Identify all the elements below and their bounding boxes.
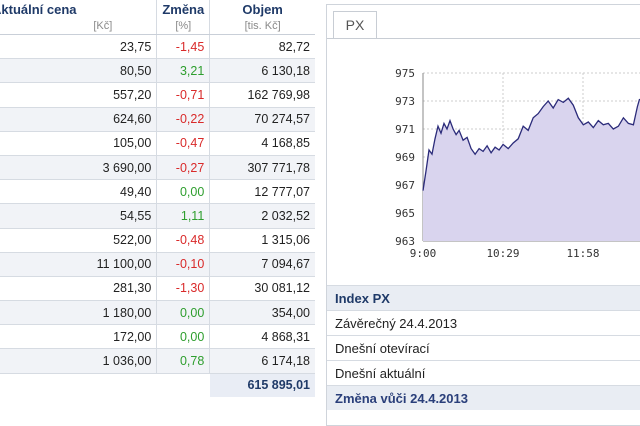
info-row: Dnešní otevírací bbox=[327, 335, 640, 361]
change-cell: -0,48 bbox=[156, 228, 211, 253]
table-row[interactable]: 522,00 -0,48 1 315,06 bbox=[0, 228, 315, 253]
change-unit: [%] bbox=[156, 18, 211, 35]
info-row: Dnešní aktuální bbox=[327, 360, 640, 386]
info-row-label: Závěrečný 24.4.2013 bbox=[327, 310, 640, 336]
change-cell: 0,78 bbox=[156, 348, 211, 374]
change-cell: 0,00 bbox=[156, 300, 211, 326]
total-volume: 615 895,01 bbox=[209, 373, 315, 397]
change-header[interactable]: Změna bbox=[156, 0, 211, 18]
volume-cell: 162 769,98 bbox=[209, 82, 315, 108]
table-row[interactable]: 80,50 3,21 6 130,18 bbox=[0, 58, 315, 84]
change-cell: -0,27 bbox=[156, 155, 211, 181]
price-cell: 1 180,00 bbox=[0, 300, 157, 326]
x-tick-label: 10:29 bbox=[486, 247, 519, 260]
table-row[interactable]: 11 100,00 -0,10 7 094,67 bbox=[0, 252, 315, 277]
total-row: 615 895,01 bbox=[0, 373, 315, 397]
change-cell: -0,10 bbox=[156, 252, 211, 277]
units-row: [Kč] [%] [tis. Kč] bbox=[0, 18, 315, 35]
change-cell: -0,71 bbox=[156, 82, 211, 108]
table-row[interactable]: 281,30 -1,30 30 081,12 bbox=[0, 276, 315, 302]
x-tick-label: 9:00 bbox=[410, 247, 437, 260]
table-row[interactable]: 624,60 -0,22 70 274,57 bbox=[0, 107, 315, 132]
price-cell: 80,50 bbox=[0, 58, 157, 84]
volume-cell: 30 081,12 bbox=[209, 276, 315, 302]
change-cell: 1,11 bbox=[156, 203, 211, 229]
volume-cell: 354,00 bbox=[209, 300, 315, 326]
volume-cell: 2 032,52 bbox=[209, 203, 315, 229]
table-row[interactable]: 23,75 -1,45 82,72 bbox=[0, 34, 315, 60]
price-cell: 23,75 bbox=[0, 34, 157, 60]
volume-cell: 6 174,18 bbox=[209, 348, 315, 374]
volume-cell: 307 771,78 bbox=[209, 155, 315, 181]
price-cell: 11 100,00 bbox=[0, 252, 157, 277]
change-cell: 3,21 bbox=[156, 58, 211, 84]
change-cell: -1,30 bbox=[156, 276, 211, 302]
info-title-row: Index PX bbox=[327, 285, 640, 311]
px-panel: PX 963 965 967 969 971 973 975 9:00 10:29 11:58 I… bbox=[326, 4, 640, 426]
volume-cell: 7 094,67 bbox=[209, 252, 315, 277]
price-unit: [Kč] bbox=[0, 18, 157, 35]
price-cell: 172,00 bbox=[0, 324, 157, 350]
total-spacer bbox=[0, 373, 157, 397]
change-cell: 0,00 bbox=[156, 324, 211, 350]
stock-table: Aktuální cena Změna Objem [Kč] [%] [tis.… bbox=[0, 0, 315, 397]
y-tick-label: 971 bbox=[395, 123, 415, 136]
volume-cell: 82,72 bbox=[209, 34, 315, 60]
table-row[interactable]: 54,55 1,11 2 032,52 bbox=[0, 203, 315, 229]
price-cell: 281,30 bbox=[0, 276, 157, 302]
change-cell: -1,45 bbox=[156, 34, 211, 60]
table-row[interactable]: 1 036,00 0,78 6 174,18 bbox=[0, 348, 315, 374]
series-area bbox=[423, 98, 640, 241]
info-change-row: Změna vůči 24.4.2013 bbox=[327, 385, 640, 410]
price-cell: 54,55 bbox=[0, 203, 157, 229]
y-tick-label: 967 bbox=[395, 179, 415, 192]
info-row-label: Dnešní aktuální bbox=[327, 360, 640, 386]
x-tick-label: 11:58 bbox=[566, 247, 599, 260]
series-line bbox=[422, 97, 640, 191]
y-tick-label: 975 bbox=[395, 67, 415, 80]
price-cell: 49,40 bbox=[0, 179, 157, 205]
tab-divider bbox=[327, 38, 640, 39]
volume-cell: 6 130,18 bbox=[209, 58, 315, 84]
table-row[interactable]: 557,20 -0,71 162 769,98 bbox=[0, 82, 315, 108]
px-chart: 963 965 967 969 971 973 975 9:00 10:29 11:58 bbox=[395, 67, 640, 260]
change-cell: -0,47 bbox=[156, 131, 211, 156]
price-cell: 1 036,00 bbox=[0, 348, 157, 374]
info-change-label: Změna vůči 24.4.2013 bbox=[327, 385, 640, 410]
info-row-label: Dnešní otevírací bbox=[327, 335, 640, 361]
price-header[interactable]: Aktuální cena bbox=[0, 1, 77, 17]
table-row[interactable]: 49,40 0,00 12 777,07 bbox=[0, 179, 315, 205]
volume-cell: 4 168,85 bbox=[209, 131, 315, 156]
price-cell: 624,60 bbox=[0, 107, 157, 132]
volume-cell: 12 777,07 bbox=[209, 179, 315, 205]
header-row: Aktuální cena Změna Objem bbox=[0, 0, 315, 18]
table-row[interactable]: 1 180,00 0,00 354,00 bbox=[0, 300, 315, 326]
price-cell: 105,00 bbox=[0, 131, 157, 156]
info-row: Závěrečný 24.4.2013 bbox=[327, 310, 640, 336]
price-cell: 522,00 bbox=[0, 228, 157, 253]
table-row[interactable]: 172,00 0,00 4 868,31 bbox=[0, 324, 315, 350]
price-cell: 557,20 bbox=[0, 82, 157, 108]
y-tick-label: 969 bbox=[395, 151, 415, 164]
change-cell: 0,00 bbox=[156, 179, 211, 205]
y-tick-label: 963 bbox=[395, 235, 415, 248]
price-cell: 3 690,00 bbox=[0, 155, 157, 181]
volume-cell: 1 315,06 bbox=[209, 228, 315, 253]
index-info-table: Index PX Závěrečný 24.4.2013 Dnešní otev… bbox=[327, 285, 640, 410]
y-tick-label: 973 bbox=[395, 95, 415, 108]
volume-cell: 4 868,31 bbox=[209, 324, 315, 350]
y-tick-label: 965 bbox=[395, 207, 415, 220]
table-row[interactable]: 105,00 -0,47 4 168,85 bbox=[0, 131, 315, 156]
tab-px[interactable]: PX bbox=[333, 11, 377, 38]
change-cell: -0,22 bbox=[156, 107, 211, 132]
total-spacer bbox=[156, 373, 210, 397]
volume-cell: 70 274,57 bbox=[209, 107, 315, 132]
table-row[interactable]: 3 690,00 -0,27 307 771,78 bbox=[0, 155, 315, 181]
info-title: Index PX bbox=[327, 285, 640, 311]
volume-header[interactable]: Objem bbox=[242, 1, 283, 17]
volume-unit: [tis. Kč] bbox=[209, 18, 315, 35]
